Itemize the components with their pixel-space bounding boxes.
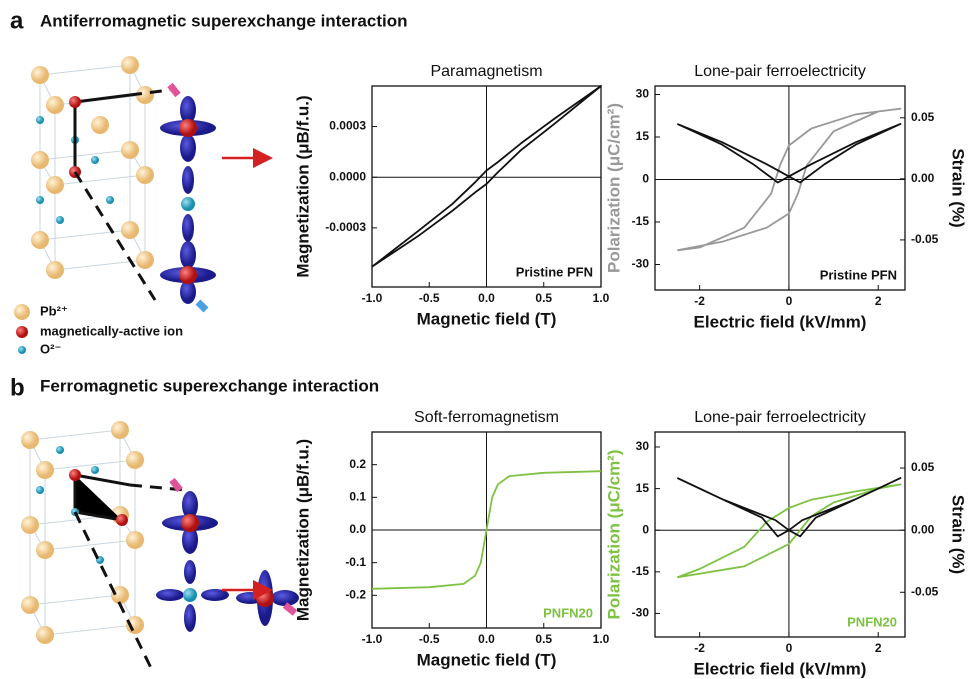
x-tick-label: 2 [875,641,882,655]
x-tick-label: 0.0 [478,632,495,646]
y-tick-label: 30 [636,439,650,453]
x-tick-label: 0 [786,294,793,308]
x-axis-label: Electric field (kV/mm) [694,312,867,331]
y-tick-label: -30 [632,606,650,620]
legend-text: O²⁻ [40,341,61,356]
panel-label: a [10,7,24,34]
chart-title: Soft-ferromagnetism [414,409,559,426]
x-tick-label: 0.5 [535,291,552,305]
y-tick-label: 0.1 [349,490,366,504]
panel-label: b [10,374,25,401]
annotation: PNFN20 [543,605,593,620]
y-tick-label: -0.0003 [325,220,366,234]
crystal-illustration [31,56,273,313]
y-tick-label: -30 [632,257,650,271]
y-tick-label: -15 [632,564,650,578]
y-tick-label: 15 [636,481,650,495]
data-line [371,85,602,268]
x-tick-label: -0.5 [419,632,440,646]
x-tick-label: 0.5 [535,632,552,646]
x-tick-label: 0.0 [478,291,495,305]
y-axis-label: Magnetization (μB/f.u.) [293,439,312,621]
x-axis-label: Magnetic field (T) [417,309,557,328]
x-tick-label: 0 [786,641,793,655]
x-axis-label: Electric field (kV/mm) [694,659,867,678]
data-line [676,477,902,538]
legend-swatch [18,346,26,354]
legend-swatch [16,326,28,338]
x-tick-label: 1.0 [593,291,610,305]
chart-title: Lone-pair ferroelectricity [694,409,866,426]
x-tick-label: -2 [694,294,705,308]
data-line [676,123,902,184]
data-line [677,107,902,252]
y-tick-label: 0.0 [349,522,366,536]
plot-frame [654,431,906,638]
y2-axis-label: Strain (%) [949,495,968,574]
y2-tick-label: 0.05 [911,460,935,474]
y-tick-label: 0 [642,522,649,536]
y-tick-label: -0.1 [345,555,366,569]
x-tick-label: 2 [875,294,882,308]
legend-swatch [14,304,30,320]
x-tick-label: -1.0 [362,632,383,646]
y-tick-label: -0.2 [345,588,366,602]
y-tick-label: 0 [642,172,649,186]
y2-axis-label: Strain (%) [949,148,968,227]
y2-tick-label: -0.05 [911,584,939,598]
panel-title: Antiferromagnetic superexchange interact… [40,11,407,30]
x-tick-label: -2 [694,641,705,655]
y2-tick-label: -0.05 [911,232,939,246]
x-tick-label: 1.0 [593,632,610,646]
legend-text: Pb²⁺ [40,303,68,318]
x-tick-label: -0.5 [419,291,440,305]
y-tick-label: -15 [632,214,650,228]
chart-title: Lone-pair ferroelectricity [694,63,866,80]
plot-frame [654,85,906,291]
annotation: PNFN20 [847,614,897,629]
x-axis-label: Magnetic field (T) [417,650,557,669]
annotation: Pristine PFN [820,267,897,282]
y-tick-label: 0.0000 [329,169,366,183]
panel-title: Ferromagnetic superexchange interaction [40,376,379,395]
chart-title: Paramagnetism [430,63,542,80]
legend-text: magnetically-active ion [40,323,183,338]
x-tick-label: -1.0 [362,291,383,305]
y2-tick-label: 0.05 [911,110,935,124]
y-axis-label: Magnetization (μB/f.u.) [293,95,312,277]
y-tick-label: 0.0003 [329,119,366,133]
crystal-illustration [21,421,299,671]
data-line [371,470,602,590]
annotation: Pristine PFN [516,264,593,279]
y2-tick-label: 0.00 [911,522,935,536]
y-axis-label: Polarization (μC/cm²) [604,449,623,619]
y-tick-label: 15 [636,129,650,143]
y-tick-label: 0.2 [349,457,366,471]
y-tick-label: 30 [636,87,650,101]
y-axis-label: Polarization (μC/cm²) [604,103,623,273]
y2-tick-label: 0.00 [911,171,935,185]
